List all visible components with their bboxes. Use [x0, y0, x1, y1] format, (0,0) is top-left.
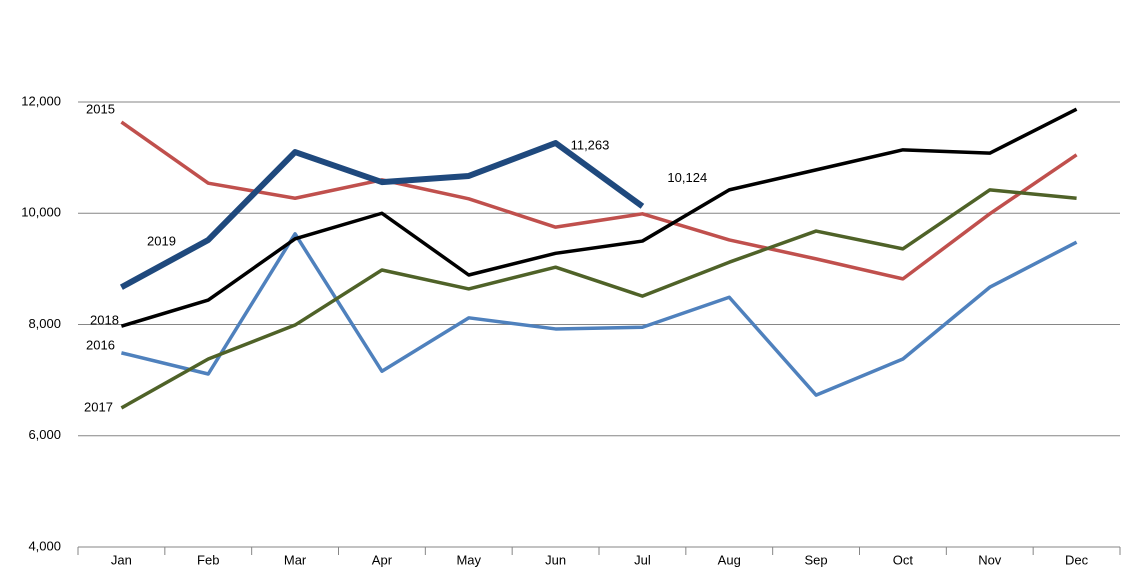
x-tick-label: Sep — [805, 552, 828, 567]
line-series — [120, 107, 1078, 328]
x-tick-label: Mar — [284, 552, 307, 567]
x-tick-label: Jun — [545, 552, 566, 567]
y-tick-label: 12,000 — [21, 93, 61, 108]
line-series — [119, 139, 645, 290]
data-label: 11,263 — [571, 137, 610, 152]
series-label: 2018 — [90, 312, 119, 327]
line-series — [121, 232, 1078, 397]
y-tick-label: 6,000 — [28, 427, 61, 442]
x-tick-label: Aug — [718, 552, 741, 567]
line-series — [120, 120, 1078, 281]
x-tick-label: Oct — [893, 552, 914, 567]
series-label: 2019 — [147, 233, 176, 248]
series-label: 2017 — [84, 399, 113, 414]
line-series — [120, 188, 1077, 410]
x-tick-label: Jan — [111, 552, 132, 567]
series-label: 2016 — [86, 337, 115, 352]
y-tick-label: 8,000 — [28, 316, 61, 331]
x-tick-label: Apr — [372, 552, 393, 567]
data-label: 10,124 — [667, 170, 707, 185]
x-tick-label: Nov — [978, 552, 1002, 567]
x-tick-label: Jul — [634, 552, 651, 567]
y-tick-label: 10,000 — [21, 205, 61, 220]
x-tick-label: Dec — [1065, 552, 1089, 567]
x-tick-label: Feb — [197, 552, 219, 567]
y-tick-label: 4,000 — [28, 538, 61, 553]
x-tick-label: May — [456, 552, 481, 567]
series-label: 2015 — [86, 101, 115, 116]
